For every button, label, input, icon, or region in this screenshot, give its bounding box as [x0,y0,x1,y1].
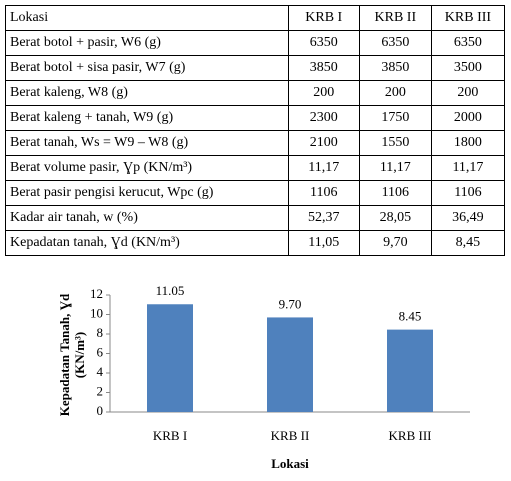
y-tick-label: 2 [97,383,104,398]
table-cell: 6350 [358,30,432,56]
y-tick-label: 8 [97,325,104,340]
table-cell: 11,17 [358,155,432,181]
table-cell: 1106 [430,180,506,206]
table-row: Berat botol + sisa pasir, W7 (g) 3850 3850… [5,55,506,81]
table-cell: 1800 [430,130,506,156]
table-cell: Lokasi [5,5,289,31]
value-label: 9.70 [279,296,302,311]
bar [387,329,433,412]
table-cell: 200 [358,80,432,106]
x-tick-label: KRB II [271,428,310,443]
value-label: 11.05 [156,283,185,298]
table-cell: KRB III [430,5,506,31]
table-cell: 3500 [430,55,506,81]
table-cell: 200 [430,80,506,106]
table-cell: 3850 [358,55,432,81]
table-cell: 36,49 [430,205,506,231]
table-cell: Berat botol + sisa pasir, W7 (g) [5,55,289,81]
table-cell: 9,70 [358,230,432,256]
table-cell: KRB I [287,5,360,31]
table-cell: 3850 [287,55,360,81]
table-cell: 11,17 [430,155,506,181]
value-label: 8.45 [399,309,422,324]
table-cell: 6350 [430,30,506,56]
table-cell: 1106 [287,180,360,206]
y-tick-label: 0 [97,403,104,418]
bar [147,304,193,412]
table-cell: Berat volume pasir, Ɣp (KN/m³) [5,155,289,181]
table-cell: Berat kaleng + tanah, W9 (g) [5,105,289,131]
x-tick-label: KRB III [389,428,432,443]
table-cell: Kepadatan tanah, Ɣd (KN/m³) [5,230,289,256]
table-cell: Berat botol + pasir, W6 (g) [5,30,289,56]
x-tick-label: KRB I [153,428,187,443]
y-tick-label: 10 [90,305,103,320]
table-row: Kepadatan tanah, Ɣd (KN/m³) 11,05 9,70 8,45 [5,230,506,256]
table-row: Berat volume pasir, Ɣp (KN/m³) 11,17 11,17… [5,155,506,181]
table-row: Berat tanah, Ws = W9 – W8 (g) 2100 1550 180… [5,130,506,156]
table-cell: 8,45 [430,230,506,256]
table-cell: 200 [287,80,360,106]
table-cell: Berat tanah, Ws = W9 – W8 (g) [5,130,289,156]
table-cell: 11,17 [287,155,360,181]
table-row: Berat kaleng, W8 (g) 200 200 200 [5,80,506,106]
table-cell: 2000 [430,105,506,131]
data-table: Lokasi KRB I KRB II KRB III Berat botol + pa… [5,5,506,256]
table-cell: 11,05 [287,230,360,256]
table-cell: 1106 [358,180,432,206]
y-axis-title: Kepadatan Tanah, Ɣd [57,293,72,416]
table-row: Berat kaleng + tanah, W9 (g) 2300 1750 2000 [5,105,506,131]
table-header: Lokasi KRB I KRB II KRB III [5,5,506,31]
table-cell: Berat kaleng, W8 (g) [5,80,289,106]
table-row: Berat botol + pasir, W6 (g) 6350 6350 6350 [5,30,506,56]
bar [267,317,313,412]
table-cell: Kadar air tanah, w (%) [5,205,289,231]
y-tick-label: 6 [97,344,104,359]
y-axis-title: (KN/m³) [72,332,87,379]
x-axis-title: Lokasi [271,456,309,471]
table-row: Berat pasir pengisi kerucut, Wpc (g) 1106… [5,180,506,206]
y-tick-label: 12 [90,286,103,301]
y-tick-label: 4 [97,364,104,379]
